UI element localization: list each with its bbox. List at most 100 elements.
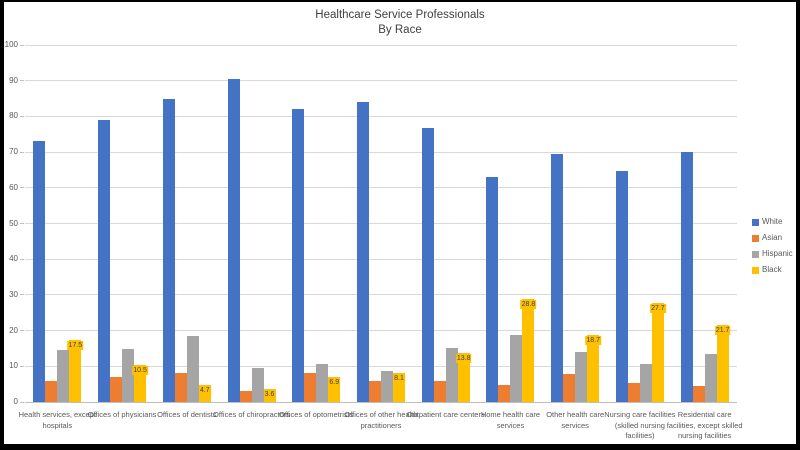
y-axis-tick-label: 10 (9, 361, 18, 371)
legend-color-swatch (752, 218, 759, 226)
bar-hispanic (639, 364, 652, 402)
data-label: 28.8 (520, 300, 537, 310)
bar-black: 18.7 (585, 335, 601, 402)
bar-group: 4.7 (154, 45, 219, 402)
category-label: Residential care facilities, except skil… (666, 410, 743, 440)
legend-label: Black (762, 265, 782, 274)
gridline (25, 44, 737, 46)
data-label: 10.5 (132, 365, 148, 375)
gridline (25, 294, 737, 296)
bar-black: 4.7 (198, 385, 211, 402)
y-axis-tick-label: 50 (9, 218, 18, 228)
bar-white (421, 127, 434, 402)
bar-hispanic (57, 349, 70, 402)
bar-black: 28.8 (520, 299, 537, 402)
bar-white (33, 141, 46, 402)
bar-asian (563, 374, 576, 402)
y-axis-tick (20, 294, 24, 296)
bar-group: 28.8 (478, 45, 543, 402)
data-label: 3.6 (263, 390, 276, 400)
bar-black: 13.8 (455, 352, 472, 402)
y-axis-tick-label: 60 (9, 182, 18, 192)
bar-white (486, 177, 499, 402)
y-axis-tick-label: 70 (9, 147, 18, 157)
bar-asian (368, 380, 381, 402)
gridline (25, 115, 737, 117)
bar-white (227, 78, 240, 402)
bar-asian (433, 380, 446, 402)
legend-item-white: White (752, 214, 793, 230)
legend-item-asian: Asian (752, 230, 793, 246)
chart-area: Healthcare Service Professionals By Race… (4, 2, 796, 444)
legend: White Asian Hispanic Black (752, 214, 793, 278)
data-label: 18.7 (585, 336, 601, 346)
gridline (25, 365, 737, 367)
category-label: Other health care services (546, 410, 605, 430)
bar-white (680, 152, 693, 402)
bar-asian (692, 386, 705, 402)
bar-group: 6.9 (284, 45, 349, 402)
data-label: 17.5 (67, 340, 84, 350)
category-label: Offices of chiropractors (213, 410, 291, 419)
legend-color-swatch (752, 234, 759, 242)
bar-group: 17.5 (25, 45, 90, 402)
y-axis-tick (20, 151, 24, 153)
category-label: Health services, except hospitals (18, 410, 97, 430)
gridline (25, 258, 737, 260)
bar-black: 3.6 (263, 389, 276, 402)
bar-asian (110, 376, 123, 402)
category-label: Outpatient care centers (406, 410, 485, 419)
bar-black: 10.5 (132, 364, 148, 402)
bar-white (356, 102, 369, 402)
y-axis-tick (20, 258, 24, 260)
y-axis-tick (20, 223, 24, 224)
bar-asian (498, 384, 511, 402)
bar-asian (174, 372, 187, 402)
y-axis-tick-label: 40 (9, 254, 18, 264)
bar-group: 13.8 (413, 45, 478, 402)
legend-label: Hispanic (762, 249, 793, 258)
y-axis-tick-label: 30 (9, 289, 18, 299)
bar-hispanic (186, 336, 199, 402)
bar-asian (45, 380, 58, 402)
y-axis-tick-label: 20 (9, 325, 18, 335)
legend-item-hispanic: Hispanic (752, 246, 793, 262)
data-label: 21.7 (714, 325, 731, 335)
bar-black: 8.1 (392, 373, 405, 402)
bar-white (98, 119, 111, 402)
data-label: 8.1 (393, 374, 405, 384)
data-label: 27.7 (650, 304, 666, 314)
y-axis-tick-label: 0 (13, 397, 18, 406)
y-axis-tick (20, 115, 24, 117)
legend-item-black: Black (752, 262, 793, 278)
gridline (25, 330, 737, 332)
category-label: Offices of other health practitioners (344, 410, 418, 430)
bar-group: 10.5 (90, 45, 155, 402)
bar-white (292, 109, 305, 402)
gridline (25, 187, 737, 189)
chart-title: Healthcare Service Professionals (315, 9, 485, 21)
chart-title-block: Healthcare Service Professionals By Race (4, 8, 796, 38)
bar-hispanic (251, 367, 264, 402)
bar-black: 27.7 (650, 303, 666, 402)
bar-group: 27.7 (608, 45, 673, 402)
y-axis-tick (20, 330, 24, 332)
bar-asian (239, 390, 252, 402)
category-label: Offices of physicians (87, 410, 157, 419)
y-axis-tick (20, 187, 24, 189)
category-label: Nursing care facilities (skilled nursing… (604, 410, 676, 440)
y-axis-tick (20, 365, 24, 367)
plot-area: 17.5 10.5 4.7 3.6 6.9 8.1 13.8 28.8 18.7 27.7 21.7 (25, 44, 737, 403)
y-axis-tick (20, 80, 24, 82)
bar-group: 18.7 (543, 45, 608, 402)
bar-hispanic (316, 363, 329, 402)
bar-hispanic (510, 334, 523, 402)
gridline (25, 151, 737, 153)
legend-color-swatch (752, 250, 759, 258)
bar-hispanic (445, 348, 458, 402)
y-axis-tick-label: 80 (9, 111, 18, 121)
bar-hispanic (704, 354, 717, 402)
bar-white (615, 171, 628, 402)
y-axis-tick (20, 401, 24, 403)
